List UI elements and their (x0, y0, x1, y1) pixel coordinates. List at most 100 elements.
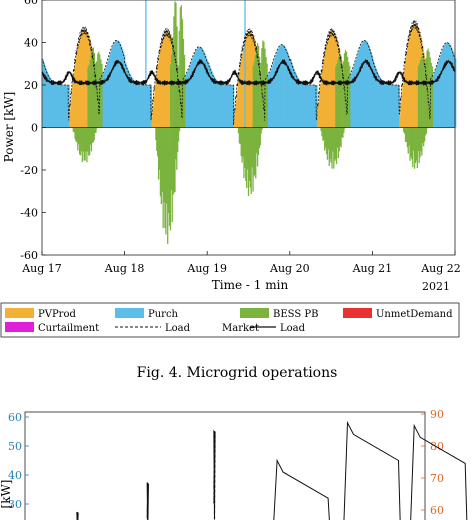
purch-bar (373, 62, 376, 128)
pvprod-bar (233, 120, 236, 128)
y-ticks: 60 40 20 0 -20 -40 -60 (20, 0, 46, 262)
purch-bar (305, 84, 307, 128)
bess-bar (260, 62, 262, 128)
purch-bar (391, 84, 393, 128)
bess-bar (175, 127, 177, 160)
lines-layer (41, 19, 456, 128)
purch-bar (206, 61, 209, 128)
purch-bar (197, 47, 199, 128)
bess-bar (237, 127, 240, 134)
bess-bar (246, 127, 248, 188)
bess-bar (248, 127, 251, 181)
legend-label: Market (222, 323, 259, 334)
purch-bar (123, 55, 126, 128)
bess-bar (242, 127, 244, 158)
purch-bar (449, 45, 452, 128)
purch-bar (49, 77, 51, 128)
pvprod-bar (69, 112, 71, 128)
purch-bar (221, 84, 224, 128)
purch-bar (113, 42, 116, 128)
purch-bar (311, 84, 313, 128)
y-tick-label: 40 (24, 37, 38, 50)
pvprod-bar (404, 66, 406, 128)
purch-bar (195, 50, 197, 128)
bess-bar (87, 67, 89, 128)
bess-bar (171, 54, 173, 128)
bars-layer (42, 0, 457, 244)
purch-bar (438, 58, 441, 128)
bess-bar (334, 127, 336, 161)
purch-bar (53, 82, 55, 128)
purch-bar (68, 84, 70, 128)
legend: PVProd Purch BESS PB UnmetDemand Curtailment… (0, 302, 460, 338)
pvprod-bar (332, 32, 335, 128)
pvprod-bar (168, 33, 170, 128)
purch-bar (433, 72, 436, 128)
bess-bar (416, 127, 418, 168)
price-segment (343, 420, 401, 520)
bess-bar (404, 127, 407, 142)
bess-bar (173, 16, 175, 128)
bess-bar (177, 65, 179, 128)
pvprod-bar (86, 31, 88, 128)
purch-bar (366, 42, 369, 128)
bess-bar (405, 127, 408, 142)
purch-bar (213, 77, 216, 128)
bess-bar (266, 63, 268, 128)
bess-bar (265, 57, 267, 128)
bess-bar (174, 1, 176, 128)
load-solid-line (41, 58, 456, 86)
purch-bar (301, 82, 303, 128)
purch-bar (216, 81, 219, 128)
pvprod-bar (401, 93, 403, 128)
pvprod-bar (158, 57, 160, 128)
bess-bar (409, 127, 411, 161)
purch-bar (60, 84, 62, 128)
bess-bar (80, 127, 83, 152)
purch-bar (352, 68, 355, 128)
pvprod-bar (321, 68, 324, 128)
y-tick-label: 60 (24, 0, 38, 7)
pvprod-bar (330, 32, 333, 128)
bess-bar (87, 127, 89, 152)
purch-bar (120, 46, 123, 128)
pvprod-bar (70, 102, 72, 128)
pvprod-bar (235, 99, 238, 128)
bess-bar (332, 127, 334, 152)
purch-bar (116, 40, 119, 128)
pvprod-bar (400, 104, 402, 128)
bess-bar (257, 127, 260, 155)
purch-bar (124, 62, 127, 128)
purch-bar (218, 82, 221, 128)
purch-bar (381, 80, 384, 128)
purch-bar (371, 55, 374, 128)
bess-bar (339, 127, 341, 147)
purch-bar (436, 64, 439, 128)
bess-bar (156, 127, 158, 152)
pvprod-bar (319, 84, 322, 128)
bess-bar (336, 127, 339, 148)
bess-bar (403, 127, 405, 133)
bess-bar (162, 127, 164, 229)
bess-bar (420, 127, 422, 152)
purch-bar (369, 49, 372, 128)
bess-bar (422, 127, 424, 143)
purch-bar (354, 62, 357, 128)
purch-bar (287, 53, 289, 128)
pvprod-bar (412, 26, 414, 128)
bess-bar (418, 63, 421, 128)
purch-bar (223, 84, 226, 128)
purch-bar (397, 84, 399, 128)
pvprod-bar (251, 34, 254, 128)
purch-bar (357, 52, 360, 128)
pvprod-bar (240, 59, 243, 128)
purch-bar (384, 83, 386, 128)
pvprod-bar (405, 58, 407, 128)
legend-label: Load (280, 323, 306, 334)
bess-bar (174, 127, 176, 193)
purch-bar (138, 84, 141, 128)
left-y-ticks: 6050403020 (8, 411, 29, 511)
purch-bar (284, 46, 286, 128)
purch-bar (188, 69, 190, 128)
bess-bar (254, 127, 256, 175)
